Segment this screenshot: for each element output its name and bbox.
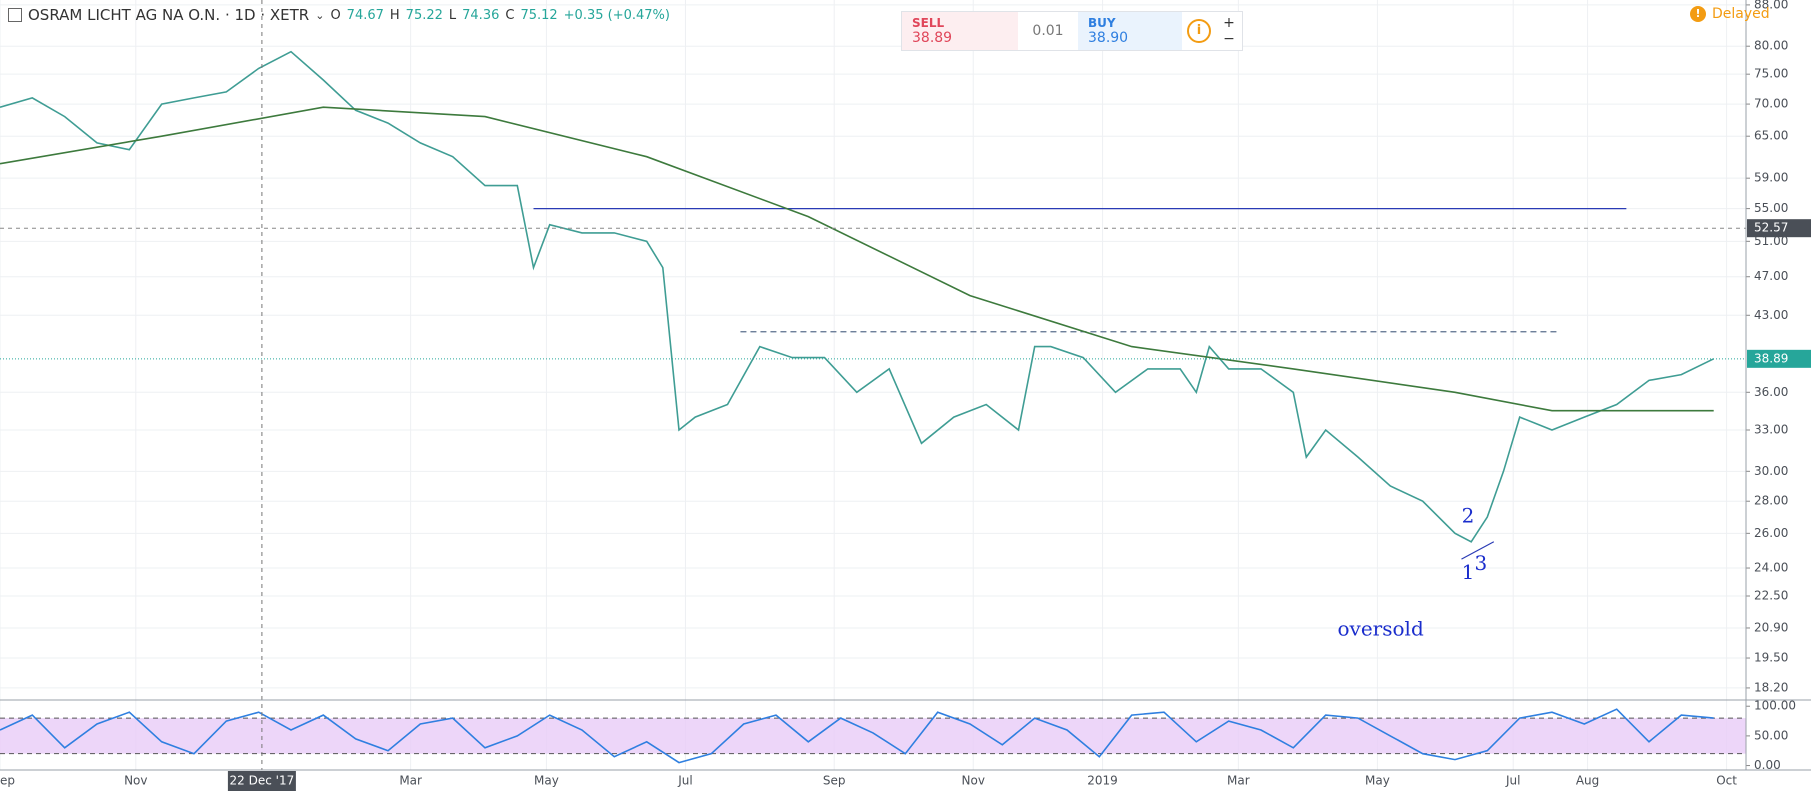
series-line bbox=[0, 106, 1714, 412]
annotation: 1 bbox=[1462, 560, 1475, 584]
last-price-box bbox=[1747, 349, 1811, 368]
y-tick-label: 24.00 bbox=[1754, 561, 1788, 575]
x-tick-label: Mar bbox=[1227, 774, 1250, 788]
ohlc-label: C bbox=[505, 7, 515, 23]
annotation: oversold bbox=[1338, 617, 1424, 641]
ohlc-value: 74.36 bbox=[462, 7, 500, 23]
y-tick-label: 75.00 bbox=[1754, 67, 1788, 81]
crosshair-y-box bbox=[1747, 219, 1811, 238]
y-tick-label: 65.00 bbox=[1754, 129, 1788, 143]
last-price-label: 38.89 bbox=[1754, 351, 1788, 365]
y-tick-label: 26.00 bbox=[1754, 526, 1788, 540]
trade-panel: SELL 38.89 0.01 BUY 38.90 i + − bbox=[901, 11, 1243, 51]
spread: 0.01 bbox=[1032, 23, 1064, 39]
ohlc-value: 75.12 bbox=[520, 7, 558, 23]
x-tick-label: Nov bbox=[124, 774, 147, 788]
annotation: 3 bbox=[1474, 551, 1487, 575]
crosshair-x-box bbox=[227, 771, 296, 791]
buy-price: 38.90 bbox=[1088, 30, 1129, 46]
x-tick-label: May bbox=[1365, 774, 1390, 788]
ohlc-value: 74.67 bbox=[346, 7, 384, 23]
ohlc-label: O bbox=[330, 7, 341, 23]
crosshair-y-label: 52.57 bbox=[1754, 221, 1788, 235]
info[interactable]: i bbox=[1182, 12, 1216, 50]
x-tick-label: 2019 bbox=[1087, 774, 1118, 788]
symbol-header: OSRAM LICHT AG NA O.N. · 1D · XETR ⌄ O 74… bbox=[8, 6, 670, 24]
y-tick-label: 36.00 bbox=[1754, 385, 1788, 399]
x-tick-label: May bbox=[534, 774, 559, 788]
series-line bbox=[0, 708, 1714, 764]
y-tick-label: 50.00 bbox=[1754, 728, 1788, 742]
x-tick-label: ep bbox=[0, 774, 15, 788]
series-line bbox=[0, 50, 1715, 543]
buy-button[interactable]: BUY 38.90 bbox=[1078, 12, 1182, 50]
y-tick-label: 22.50 bbox=[1754, 589, 1788, 603]
y-tick-label: 100.00 bbox=[1754, 699, 1796, 713]
ohlc-label: L bbox=[448, 7, 457, 23]
y-tick-label: 30.00 bbox=[1754, 464, 1788, 478]
ohlc-value: 75.22 bbox=[405, 7, 443, 23]
y-tick-label: 88.00 bbox=[1754, 0, 1788, 11]
change: +0.35 (+0.47%) bbox=[563, 7, 670, 23]
y-tick-label: 59.00 bbox=[1754, 171, 1788, 185]
x-tick-label: Sep bbox=[823, 774, 846, 788]
ohlc-label: H bbox=[389, 7, 400, 23]
annotation: 2 bbox=[1462, 503, 1475, 527]
y-tick-label: 33.00 bbox=[1754, 423, 1788, 437]
sell-button[interactable]: SELL 38.89 bbox=[902, 12, 1018, 50]
y-tick-label: 80.00 bbox=[1754, 39, 1788, 53]
chart-title[interactable]: OSRAM LICHT AG NA O.N. · 1D · XETR bbox=[28, 6, 310, 24]
trend-line bbox=[1461, 541, 1495, 560]
crosshair-x-label: 22 Dec '17 bbox=[230, 774, 295, 788]
y-tick-label: 19.50 bbox=[1754, 651, 1788, 665]
x-tick-label: Mar bbox=[399, 774, 422, 788]
y-tick-label: 28.00 bbox=[1754, 494, 1788, 508]
sell-price: 38.89 bbox=[912, 30, 953, 46]
x-tick-label: Jul bbox=[1505, 774, 1520, 788]
oscillator-band bbox=[0, 718, 1746, 754]
y-tick-label: 20.90 bbox=[1754, 620, 1788, 634]
y-tick-label: 0.00 bbox=[1754, 758, 1781, 772]
y-tick-label: 51.00 bbox=[1754, 234, 1788, 248]
sell-label: SELL bbox=[912, 16, 945, 30]
buy-label: BUY bbox=[1088, 16, 1116, 30]
y-tick-label: 43.00 bbox=[1754, 308, 1788, 322]
dropdown[interactable]: ⌄ bbox=[315, 8, 325, 22]
icon[interactable] bbox=[8, 8, 22, 22]
x-tick-label: Jul bbox=[677, 774, 692, 788]
y-tick-label: 55.00 bbox=[1754, 201, 1788, 215]
y-tick-label: 47.00 bbox=[1754, 269, 1788, 283]
x-tick-label: Aug bbox=[1576, 774, 1599, 788]
y-tick-label: 70.00 bbox=[1754, 97, 1788, 111]
status[interactable]: ! Delayed bbox=[1690, 6, 1770, 22]
y-tick-label: 18.20 bbox=[1754, 680, 1788, 694]
status-text: Delayed bbox=[1712, 6, 1770, 22]
qty-stepper[interactable]: + − bbox=[1223, 15, 1235, 47]
x-tick-label: Oct bbox=[1716, 774, 1737, 788]
x-tick-label: Nov bbox=[962, 774, 985, 788]
